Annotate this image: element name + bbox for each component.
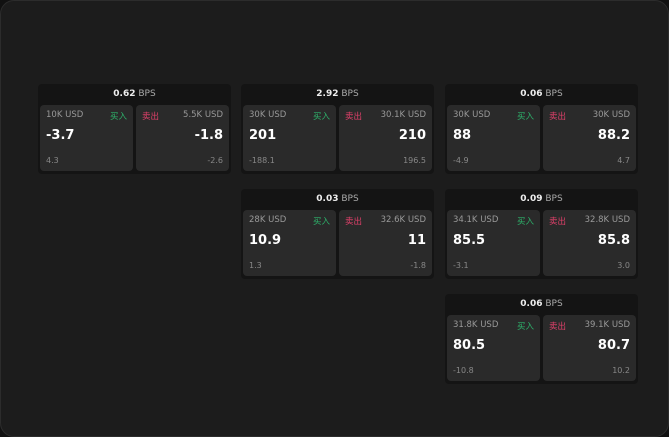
buy-label: 买入 [516, 322, 534, 332]
ask-change: -1.8 [410, 261, 426, 270]
ask-change: 4.7 [617, 156, 630, 165]
quote-panel: 0.62 BPS 10K USD 买入 -3.7 4.3 卖出 5.5K USD -… [38, 84, 231, 174]
bid-change: 1.3 [249, 261, 262, 270]
sell-cell[interactable]: 卖出 30K USD 88.2 4.7 [543, 105, 636, 171]
ask-change: 3.0 [617, 261, 630, 270]
ask-price: 210 [398, 128, 426, 143]
spread-value: 0.09 [520, 194, 543, 204]
buy-cell[interactable]: 30K USD 买入 201 -188.1 [243, 105, 336, 171]
buy-label: 买入 [516, 217, 534, 227]
buy-label: 买入 [516, 112, 534, 122]
spread-value: 0.06 [520, 89, 543, 99]
buy-label: 买入 [109, 112, 127, 122]
sell-label: 卖出 [345, 217, 363, 227]
buy-cell[interactable]: 10K USD 买入 -3.7 4.3 [40, 105, 133, 171]
sell-label: 卖出 [142, 112, 160, 122]
spread-header: 2.92 BPS [241, 84, 434, 105]
ask-price: 80.7 [597, 338, 630, 353]
quote-panel: 0.09 BPS 34.1K USD 买入 85.5 -3.1 卖出 32.8K U… [445, 189, 638, 279]
quote-panel: 0.06 BPS 31.8K USD 买入 80.5 -10.8 卖出 39.1K … [445, 294, 638, 384]
spread-header: 0.06 BPS [445, 294, 638, 315]
quote-panel: 2.92 BPS 30K USD 买入 201 -188.1 卖出 30.1K US… [241, 84, 434, 174]
ask-size: 30.1K USD [380, 110, 426, 120]
bid-price: 88 [453, 128, 472, 143]
sell-cell[interactable]: 卖出 32.8K USD 85.8 3.0 [543, 210, 636, 276]
bid-size: 30K USD [249, 110, 287, 120]
bid-price: 80.5 [453, 338, 486, 353]
spread-header: 0.09 BPS [445, 189, 638, 210]
spread-unit: BPS [545, 194, 563, 204]
bid-change: -10.8 [453, 366, 474, 375]
ask-size: 32.6K USD [380, 215, 426, 225]
buy-cell[interactable]: 28K USD 买入 10.9 1.3 [243, 210, 336, 276]
ask-size: 32.8K USD [584, 215, 630, 225]
bid-price: -3.7 [46, 128, 75, 143]
sell-cell[interactable]: 卖出 30.1K USD 210 196.5 [339, 105, 432, 171]
bid-size: 34.1K USD [453, 215, 499, 225]
bid-size: 30K USD [453, 110, 491, 120]
ask-size: 30K USD [592, 110, 630, 120]
ask-price: -1.8 [194, 128, 223, 143]
ask-price: 88.2 [597, 128, 630, 143]
spread-unit: BPS [138, 89, 156, 99]
spread-header: 0.62 BPS [38, 84, 231, 105]
buy-cell[interactable]: 30K USD 买入 88 -4.9 [447, 105, 540, 171]
spread-header: 0.06 BPS [445, 84, 638, 105]
buy-cell[interactable]: 34.1K USD 买入 85.5 -3.1 [447, 210, 540, 276]
spread-value: 0.03 [316, 194, 339, 204]
buy-cell[interactable]: 31.8K USD 买入 80.5 -10.8 [447, 315, 540, 381]
bid-change: 4.3 [46, 156, 59, 165]
spread-value: 2.92 [316, 89, 339, 99]
spread-value: 0.06 [520, 299, 543, 309]
bid-size: 31.8K USD [453, 320, 499, 330]
spread-unit: BPS [545, 299, 563, 309]
bid-change: -4.9 [453, 156, 469, 165]
quote-panel: 0.06 BPS 30K USD 买入 88 -4.9 卖出 30K USD 88.… [445, 84, 638, 174]
sell-label: 卖出 [549, 322, 567, 332]
sell-cell[interactable]: 卖出 5.5K USD -1.8 -2.6 [136, 105, 229, 171]
bid-price: 10.9 [249, 233, 282, 248]
ask-price: 11 [407, 233, 426, 248]
sell-cell[interactable]: 卖出 39.1K USD 80.7 10.2 [543, 315, 636, 381]
ask-price: 85.8 [597, 233, 630, 248]
bid-change: -188.1 [249, 156, 275, 165]
ask-change: 10.2 [612, 366, 630, 375]
ask-change: 196.5 [403, 156, 426, 165]
quote-panel: 0.03 BPS 28K USD 买入 10.9 1.3 卖出 32.6K USD … [241, 189, 434, 279]
spread-value: 0.62 [113, 89, 136, 99]
buy-label: 买入 [312, 112, 330, 122]
ask-size: 39.1K USD [584, 320, 630, 330]
spread-unit: BPS [341, 89, 359, 99]
sell-cell[interactable]: 卖出 32.6K USD 11 -1.8 [339, 210, 432, 276]
spread-unit: BPS [545, 89, 563, 99]
sell-label: 卖出 [549, 217, 567, 227]
bid-change: -3.1 [453, 261, 469, 270]
buy-label: 买入 [312, 217, 330, 227]
bid-size: 28K USD [249, 215, 287, 225]
bid-price: 85.5 [453, 233, 486, 248]
spread-unit: BPS [341, 194, 359, 204]
sell-label: 卖出 [345, 112, 363, 122]
bid-size: 10K USD [46, 110, 84, 120]
bid-price: 201 [249, 128, 277, 143]
ask-size: 5.5K USD [183, 110, 223, 120]
spread-header: 0.03 BPS [241, 189, 434, 210]
sell-label: 卖出 [549, 112, 567, 122]
ask-change: -2.6 [207, 156, 223, 165]
